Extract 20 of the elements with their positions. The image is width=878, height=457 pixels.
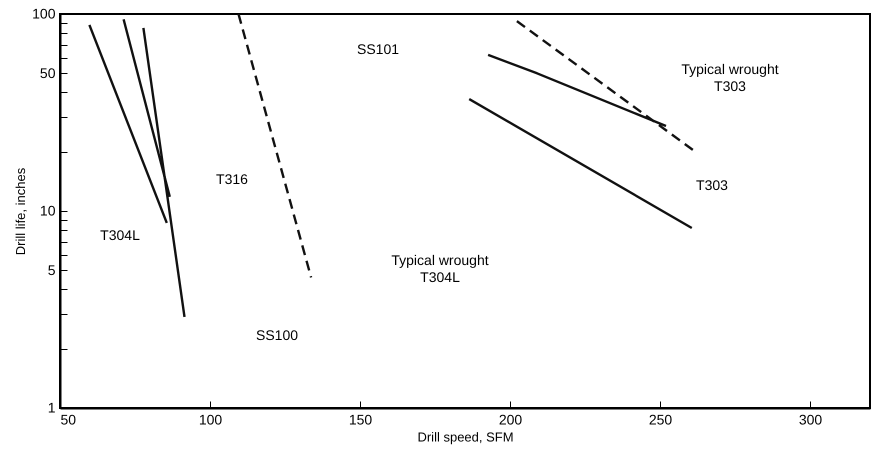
x-tick-label: 150 bbox=[348, 412, 372, 428]
x-axis-title: Drill speed, SFM bbox=[417, 430, 514, 444]
x-tick-label: 100 bbox=[198, 412, 222, 428]
annotation: T316 bbox=[216, 171, 248, 187]
x-tick-label: 200 bbox=[498, 412, 522, 428]
x-tick-label: 50 bbox=[60, 412, 76, 428]
y-tick-label: 5 bbox=[48, 262, 56, 278]
y-tick-label: 1 bbox=[48, 400, 56, 416]
y-tick-label: 10 bbox=[40, 202, 56, 218]
annotation: Typical wrought T304L bbox=[391, 252, 489, 285]
annotation: Typical wrought T303 bbox=[681, 61, 779, 94]
x-tick-label: 250 bbox=[648, 412, 672, 428]
y-tick-label: 50 bbox=[40, 64, 56, 81]
y-tick-label: 100 bbox=[32, 6, 56, 22]
annotation: SS101 bbox=[356, 41, 400, 57]
annotation: T303 bbox=[696, 177, 728, 193]
annotation: SS100 bbox=[256, 327, 298, 343]
y-axis-title: Drill life, inches bbox=[13, 167, 28, 256]
x-tick-label: 300 bbox=[798, 412, 822, 428]
annotation: T304L bbox=[100, 227, 140, 243]
